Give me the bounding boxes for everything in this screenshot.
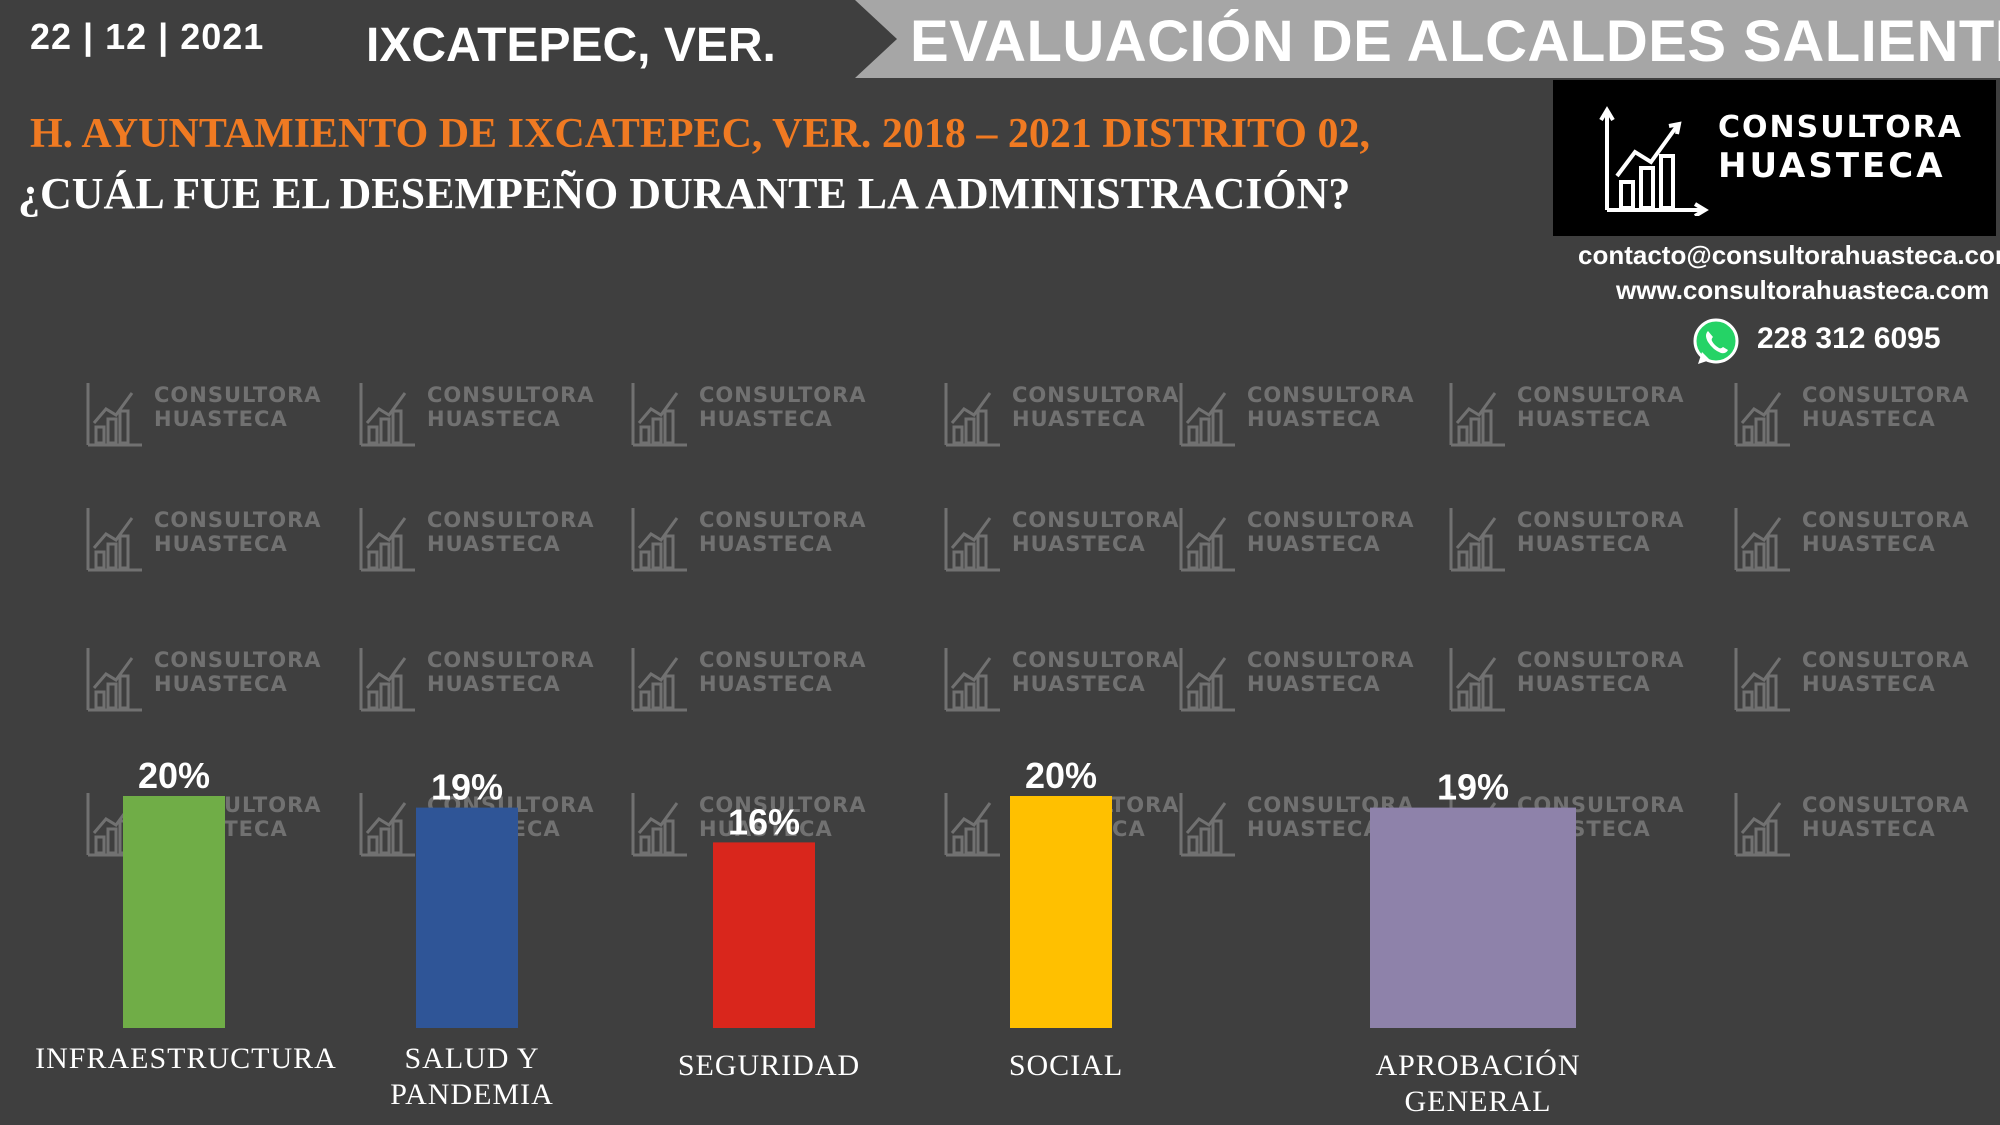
website-link[interactable]: www.consultorahuasteca.com: [1616, 275, 1990, 305]
data-label-1: 19%: [431, 767, 503, 808]
category-label-4: APROBACIÓN GENERAL: [1375, 1049, 1580, 1118]
title-banner: [855, 0, 2000, 78]
growth-chart-icon: [1599, 106, 1709, 216]
question: ¿CUÁL FUE EL DESEMPEÑO DURANTE LA ADMINI…: [18, 169, 1351, 218]
brand-name-line2: HUASTECA: [1718, 146, 1946, 186]
bar-3: [1010, 796, 1112, 1028]
bar-1: [416, 807, 518, 1028]
data-label-4: 19%: [1437, 767, 1509, 808]
page-title: EVALUACIÓN DE ALCALDES SALIENTES: [910, 9, 2000, 74]
brand-name-line1: CONSULTORA: [1718, 110, 1964, 145]
phone-number[interactable]: 228 312 6095: [1757, 322, 1941, 355]
category-label-2: SEGURIDAD: [678, 1049, 860, 1082]
bar-0: [123, 796, 225, 1028]
bar-2: [713, 842, 815, 1028]
subtitle: H. AYUNTAMIENTO DE IXCATEPEC, VER. 2018 …: [30, 111, 1370, 157]
bar-4: [1370, 807, 1576, 1028]
whatsapp-icon: [1693, 318, 1739, 364]
category-label-3: SOCIAL: [1009, 1049, 1123, 1082]
data-label-0: 20%: [138, 755, 210, 796]
date: 22 | 12 | 2021: [30, 16, 265, 57]
data-label-3: 20%: [1025, 755, 1097, 796]
data-label-2: 16%: [728, 801, 800, 842]
category-label-1: SALUD Y PANDEMIA: [390, 1042, 554, 1111]
brand-logo: CONSULTORA HUASTECA: [1553, 80, 1996, 236]
category-label-0: INFRAESTRUCTURA: [35, 1042, 337, 1075]
town-title: IXCATEPEC, VER.: [366, 19, 776, 72]
contact-email[interactable]: contacto@consultorahuasteca.com: [1578, 240, 2000, 270]
